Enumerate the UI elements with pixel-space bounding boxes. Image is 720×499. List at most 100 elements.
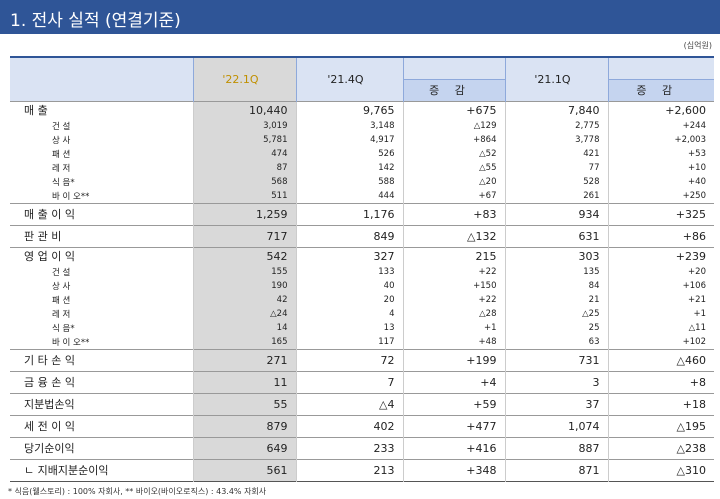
cell: 474 [192,147,296,161]
cell: 21 [504,293,608,307]
cell: +86 [607,225,714,247]
cell: △24 [192,307,296,321]
cell: △25 [504,307,608,321]
cell: △460 [607,349,714,371]
header-cell [10,57,193,101]
row-label: 건 설 [52,268,71,278]
cell: △20 [402,175,505,189]
cell: 887 [504,437,608,459]
cell: 879 [192,415,296,437]
table-row: 금 융 손 익 11 7 +4 3 +8 [10,371,714,393]
cell: +106 [607,279,714,293]
cell: 4 [295,307,403,321]
cell: 1,259 [192,203,296,225]
table-row: 매 출 10,440 9,765 +675 7,840 +2,600 [10,101,714,119]
cell: △238 [607,437,714,459]
table-row: 상 사 190 40 +150 84 +106 [10,279,714,293]
cell: 717 [192,225,296,247]
cell: +416 [402,437,505,459]
cell: 3 [504,371,608,393]
header-cell: '21.1Q [504,57,608,101]
cell: 87 [192,161,296,175]
table-row: 매 출 이 익 1,259 1,176 +83 934 +325 [10,203,714,225]
cell: 233 [295,437,403,459]
cell: 63 [504,335,608,349]
cell: 588 [295,175,403,189]
row-label: 세 전 이 익 [24,420,75,433]
table-row: 건 설 3,019 3,148 △129 2,775 +244 [10,119,714,133]
cell: +150 [402,279,505,293]
cell: 14 [192,321,296,335]
cell: +325 [607,203,714,225]
row-label: 바 이 오** [52,191,90,202]
footnote: * 식음(웰스토리) : 100% 자회사, ** 바이오(바이오로직스) : … [8,487,267,496]
cell: 13 [295,321,403,335]
row-label: 식 음* [52,178,75,188]
cell: △4 [295,393,403,415]
cell: 117 [295,335,403,349]
row-label: 영 업 이 익 [24,250,75,264]
row-label: 금 융 손 익 [24,376,75,389]
table-row: 식 음* 14 13 +1 25 △11 [10,321,714,335]
row-label: 바 이 오** [52,337,90,348]
cell: +22 [402,265,505,279]
header-cell [607,57,714,79]
cell: 37 [504,393,608,415]
table-row: 세 전 이 익 879 402 +477 1,074 △195 [10,415,714,437]
cell: 55 [192,393,296,415]
title-bar [0,0,720,34]
cell: 568 [192,175,296,189]
header-cell: 증 감 [607,78,714,101]
table-row: 레 저 87 142 △55 77 +10 [10,161,714,175]
cell: 849 [295,225,403,247]
table-row: 패 션 42 20 +22 21 +21 [10,293,714,307]
cell: 213 [295,459,403,481]
cell: 2,775 [504,119,608,133]
cell: 731 [504,349,608,371]
cell: △129 [402,119,505,133]
cell: 261 [504,189,608,203]
cell: +675 [402,101,505,119]
cell: +199 [402,349,505,371]
cell: 190 [192,279,296,293]
header-cell [402,57,505,79]
cell: 133 [295,265,403,279]
table-row: 식 음* 568 588 △20 528 +40 [10,175,714,189]
cell: 142 [295,161,403,175]
cell: △195 [607,415,714,437]
cell: 271 [192,349,296,371]
cell: 511 [192,189,296,203]
row-label: 기 타 손 익 [24,354,75,367]
cell: 20 [295,293,403,307]
cell: △11 [607,321,714,335]
cell: +2,003 [607,133,714,147]
row-label: 레 저 [52,164,71,174]
table-row: 지분법손익 55 △4 +59 37 +18 [10,393,714,415]
cell: △28 [402,307,505,321]
cell: 42 [192,293,296,307]
cell: 84 [504,279,608,293]
cell: 444 [295,189,403,203]
cell: 10,440 [192,101,296,119]
cell: 155 [192,265,296,279]
header-cell: 증 감 [402,78,505,101]
header-cell: '21.4Q [295,57,403,101]
cell: 5,781 [192,133,296,147]
row-label: 매 출 [24,104,48,118]
cell: 1,074 [504,415,608,437]
cell: 542 [192,247,296,265]
cell: △132 [402,225,505,247]
cell: +244 [607,119,714,133]
row-label: 레 저 [52,310,71,320]
cell: 561 [192,459,296,481]
cell: +20 [607,265,714,279]
title: 1. 전사 실적 (연결기준) [10,11,181,31]
cell: 215 [402,247,505,265]
cell: 72 [295,349,403,371]
table-row: 판 관 비 717 849 △132 631 +86 [10,225,714,247]
cell: 327 [295,247,403,265]
cell: +1 [607,307,714,321]
table-row: 상 사 5,781 4,917 +864 3,778 +2,003 [10,133,714,147]
cell: 303 [504,247,608,265]
cell: +2,600 [607,101,714,119]
